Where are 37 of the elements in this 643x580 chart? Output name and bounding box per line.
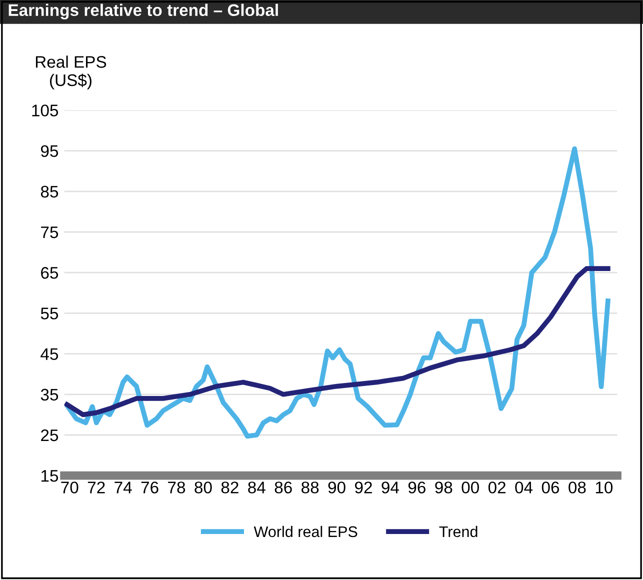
x-tick-label: 94	[382, 482, 399, 494]
y-tick-label: 65	[41, 267, 58, 279]
x-tick-label: 10	[596, 482, 613, 494]
y-tick-label: 35	[40, 388, 58, 401]
y-tick-label: 75	[41, 226, 58, 238]
x-tick-label: 08	[568, 482, 586, 494]
x-tick-label: 00	[462, 482, 479, 494]
x-tick-label: 78	[168, 482, 186, 494]
x-tick-label: 84	[248, 482, 266, 494]
line-series	[64, 146, 610, 439]
x-tick-label: 72	[88, 482, 105, 494]
x-tick-label: 92	[355, 482, 372, 494]
y-tick-label: 45	[40, 348, 58, 360]
y-tick-label: 55	[40, 308, 58, 320]
x-tick-label: 86	[274, 482, 292, 494]
y-tick-label: 25	[41, 429, 58, 442]
y-tick-label: 85	[40, 186, 58, 198]
x-tick-label: 02	[488, 482, 506, 494]
x-tick-label: 82	[221, 482, 238, 494]
y-tick-label: 95	[40, 145, 58, 158]
x-tick-label: 76	[141, 482, 158, 494]
x-tick-label: 88	[302, 482, 319, 494]
x-tick-label: 06	[542, 482, 560, 494]
y-tick-label: 105	[32, 104, 58, 116]
y-axis-title: Real EPS (US$)	[36, 56, 106, 90]
x-tick-label: 04	[515, 482, 533, 494]
x-tick-label: 74	[114, 482, 132, 494]
legend-label: World real EPS	[254, 526, 358, 538]
x-tick-label: 98	[435, 482, 452, 494]
chart-title: Earnings relative to trend – Global	[8, 4, 278, 20]
line-series	[64, 266, 610, 418]
x-tick-label: 70	[61, 482, 78, 494]
legend-label: Trend	[439, 526, 478, 538]
x-tick-label: 96	[408, 482, 426, 494]
y-tick-label: 15	[41, 470, 58, 482]
x-tick-label: 90	[328, 482, 346, 494]
x-tick-label: 80	[194, 482, 212, 494]
